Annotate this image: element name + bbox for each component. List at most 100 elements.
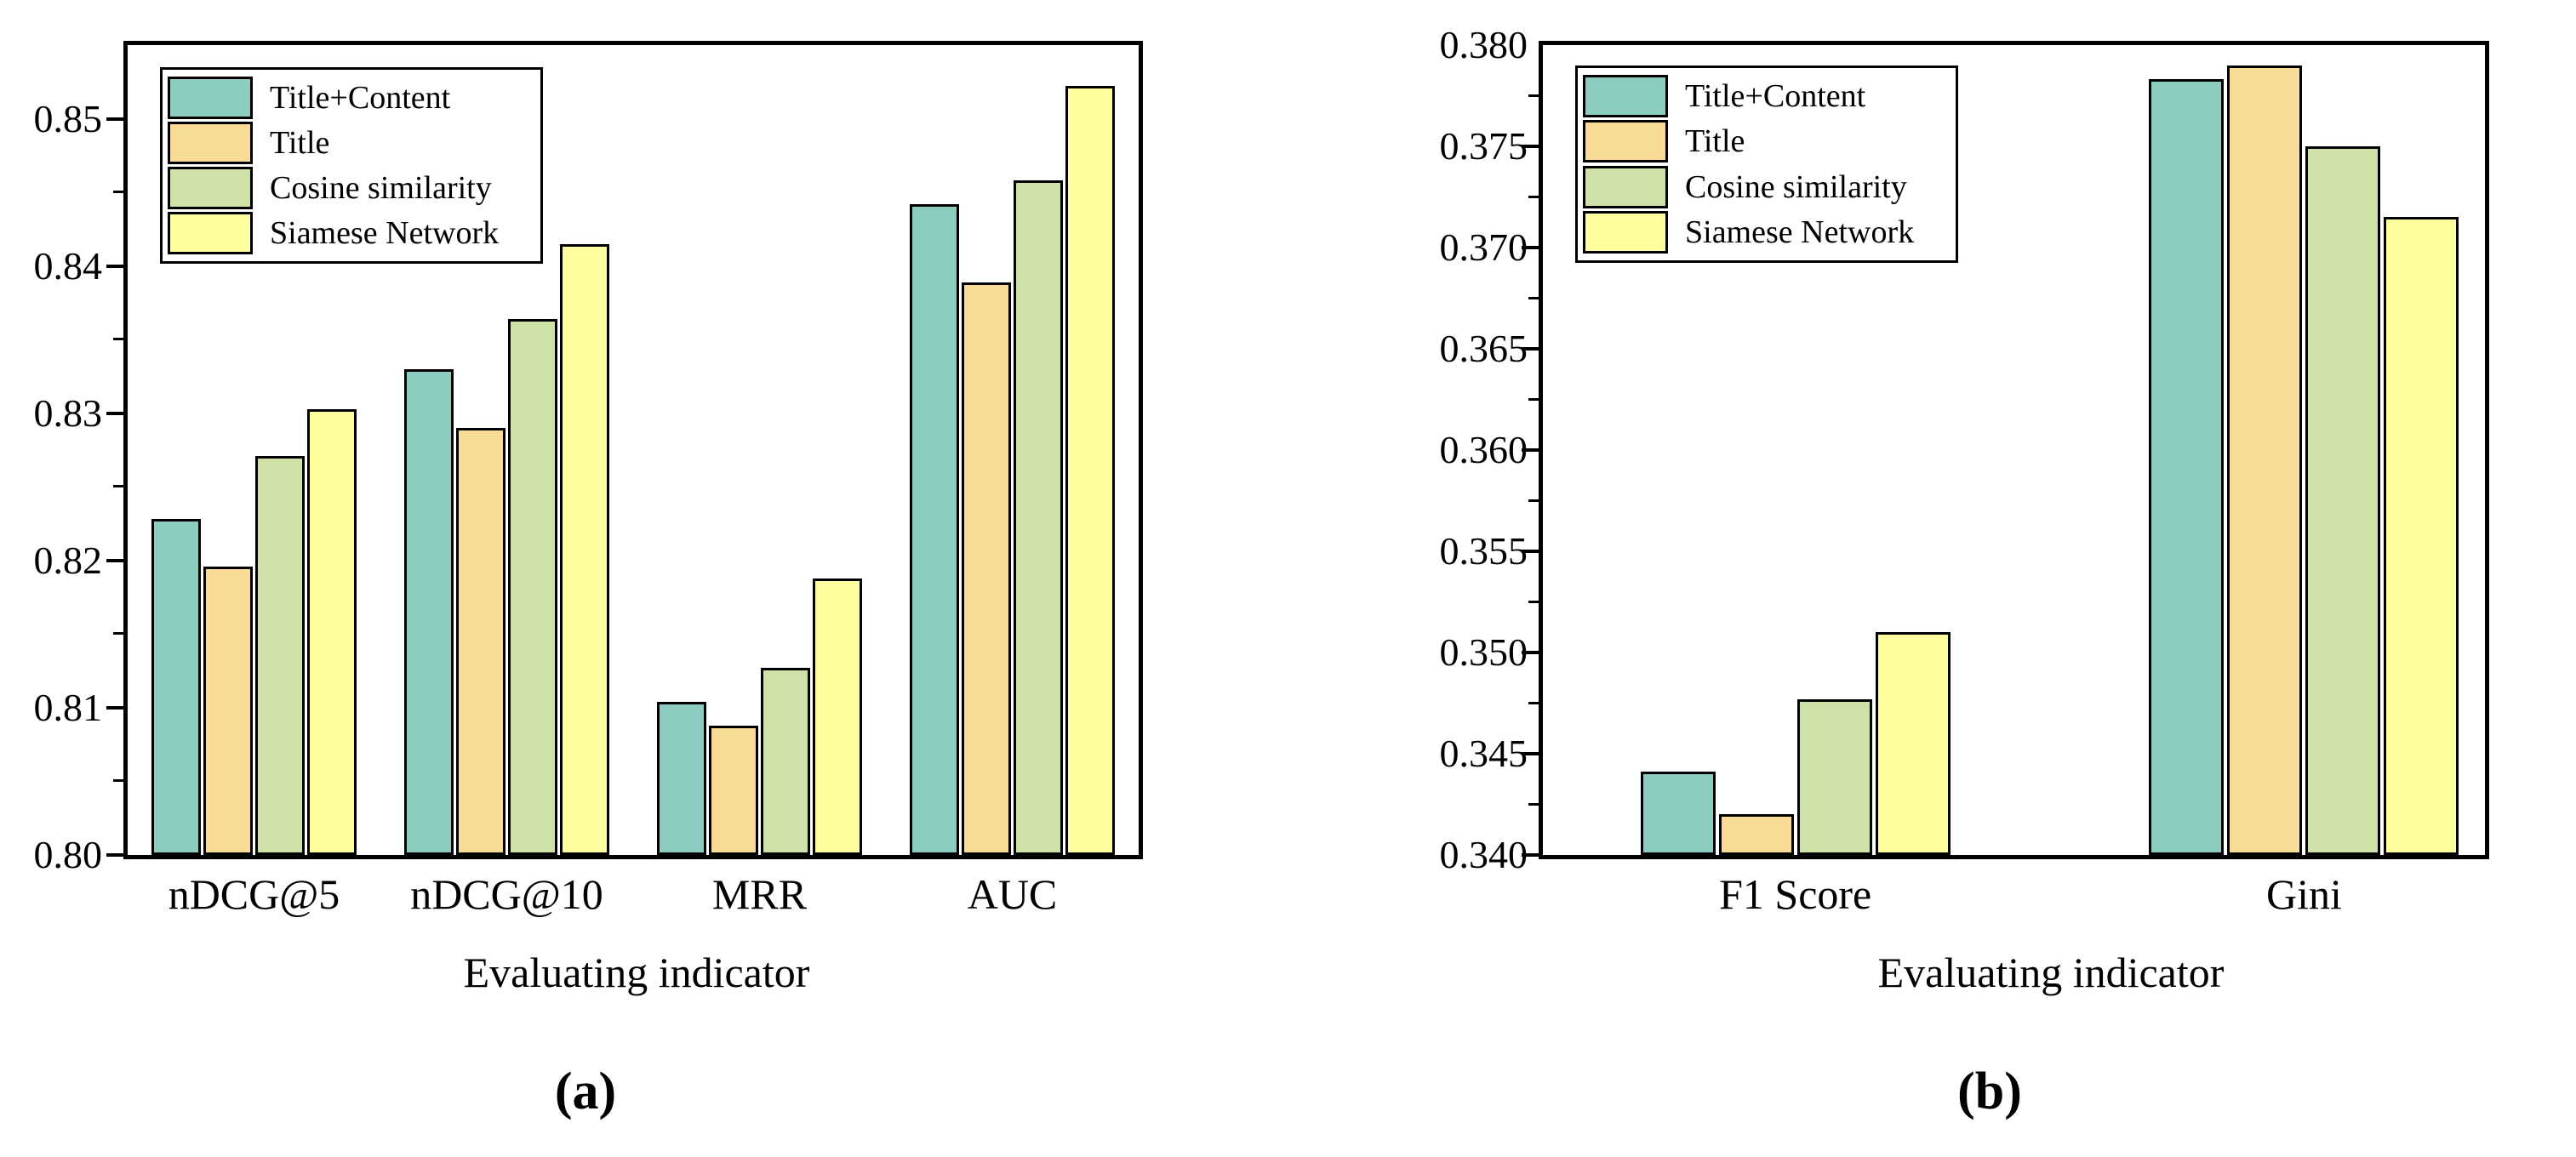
y-axis-minor-tick [1528, 195, 1539, 198]
y-tick-label: 0.83 [33, 390, 103, 435]
x-tick-label: nDCG@5 [168, 870, 340, 918]
legend-item: Cosine similarity [1583, 165, 1947, 208]
bar-title-content-mrr [657, 701, 706, 855]
y-axis-major-tick [1522, 853, 1539, 857]
y-axis-major-tick [106, 117, 124, 121]
y-axis-minor-tick [113, 779, 124, 783]
subfigure-caption-a: (a) [554, 1063, 617, 1120]
legend-item: Siamese Network [168, 212, 532, 254]
y-axis-minor-tick [1528, 701, 1539, 704]
legend-label: Title [270, 125, 330, 161]
x-axis-title: Evaluating indicator [1877, 949, 2225, 996]
legend-label: Title [1685, 123, 1745, 160]
legend-swatch-siamese-network [1583, 210, 1668, 254]
legend-item: Siamese Network [1583, 210, 1947, 254]
y-axis-minor-tick [113, 485, 124, 488]
bar-title-gini [2227, 65, 2303, 855]
x-tick-label: AUC [967, 870, 1058, 918]
subfigure-caption-b: (b) [1957, 1063, 2022, 1120]
y-tick-label: 0.370 [1439, 225, 1528, 269]
y-tick-label: 0.85 [33, 96, 103, 140]
legend-swatch-cosine-similarity [168, 167, 253, 209]
bar-siamese-network-ndcg-10 [560, 243, 609, 855]
legend-swatch-siamese-network [168, 212, 253, 254]
bar-siamese-network-mrr [813, 578, 862, 855]
x-tick-label: F1 Score [1719, 870, 1872, 918]
bar-cosine-similarity-ndcg-5 [255, 455, 305, 855]
bar-title-ndcg-5 [203, 566, 253, 855]
y-axis-major-tick [106, 264, 124, 268]
bar-title-mrr [709, 725, 758, 855]
y-tick-label: 0.365 [1439, 327, 1528, 370]
y-axis-minor-tick [1528, 499, 1539, 502]
y-axis-minor-tick [1528, 600, 1539, 603]
legend-swatch-title [168, 122, 253, 164]
legend-label: Cosine similarity [270, 170, 492, 206]
legend-label: Title+Content [270, 80, 451, 116]
y-axis-minor-tick [1528, 94, 1539, 97]
y-axis-minor-tick [1528, 296, 1539, 299]
bar-title-content-gini [2149, 79, 2225, 855]
y-axis-minor-tick [1528, 802, 1539, 806]
legend-label: Siamese Network [1685, 214, 1915, 250]
bar-siamese-network-f1-score [1875, 632, 1951, 855]
y-axis-major-tick [1522, 550, 1539, 553]
y-axis-major-tick [1522, 246, 1539, 249]
bar-cosine-similarity-gini [2305, 146, 2381, 855]
bar-title-content-f1-score [1640, 772, 1716, 855]
chart-a: 0.80 0.81 0.82 0.83 0.84 0.85 nDCG@5 nDCG@10 MRR… [0, 0, 1242, 1157]
y-tick-label: 0.80 [33, 833, 103, 876]
legend: Title+Content Title Cosine similarity Siame… [1575, 66, 1958, 263]
y-tick-label: 0.345 [1439, 732, 1528, 775]
bar-title-content-ndcg-5 [151, 519, 201, 855]
bar-title-auc [962, 282, 1011, 855]
legend-swatch-title [1583, 120, 1668, 163]
y-axis-major-tick [1522, 347, 1539, 351]
legend-item: Title [1583, 120, 1947, 163]
y-axis-minor-tick [113, 338, 124, 341]
x-tick-label: Gini [2266, 870, 2342, 918]
legend: Title+Content Title Cosine similarity Siame… [160, 67, 543, 264]
y-axis-major-tick [1522, 448, 1539, 452]
legend-label: Cosine similarity [1685, 168, 1907, 205]
x-tick-label: nDCG@10 [410, 870, 603, 918]
bar-siamese-network-auc [1065, 86, 1115, 855]
bar-cosine-similarity-ndcg-10 [508, 318, 557, 855]
y-axis-major-tick [106, 558, 124, 562]
y-axis-major-tick [1522, 651, 1539, 654]
y-axis-major-tick [1522, 752, 1539, 755]
y-tick-label: 0.340 [1439, 833, 1528, 876]
x-axis-title: Evaluating indicator [463, 949, 810, 996]
y-axis-minor-tick [113, 191, 124, 194]
y-tick-label: 0.350 [1439, 630, 1528, 674]
y-tick-label: 0.375 [1439, 124, 1528, 168]
bar-cosine-similarity-auc [1014, 180, 1063, 855]
y-axis-major-tick [1522, 145, 1539, 148]
y-axis-major-tick [106, 853, 124, 857]
y-tick-label: 0.380 [1439, 23, 1528, 66]
bar-siamese-network-gini [2384, 217, 2459, 855]
legend-swatch-cosine-similarity [1583, 165, 1668, 208]
legend-item: Title+Content [168, 77, 532, 119]
bar-title-f1-score [1718, 814, 1794, 855]
x-tick-label: MRR [711, 870, 808, 918]
bar-cosine-similarity-mrr [761, 668, 810, 855]
bar-title-ndcg-10 [456, 428, 505, 855]
bar-title-content-auc [910, 203, 959, 855]
legend-item: Title+Content [1583, 75, 1947, 117]
y-tick-label: 0.360 [1439, 428, 1528, 471]
bar-title-content-ndcg-10 [404, 368, 454, 855]
legend-item: Title [168, 122, 532, 164]
chart-b: 0.340 0.345 0.350 0.355 0.360 0.365 0.370 0.375… [1362, 0, 2576, 1157]
y-axis-major-tick [106, 705, 124, 710]
legend-item: Cosine similarity [168, 167, 532, 209]
legend-label: Title+Content [1685, 78, 1866, 114]
y-tick-label: 0.355 [1439, 529, 1528, 573]
legend-swatch-title-content [1583, 75, 1668, 117]
legend-swatch-title-content [168, 77, 253, 119]
y-axis-minor-tick [113, 632, 124, 635]
y-tick-label: 0.82 [33, 538, 103, 582]
bar-siamese-network-ndcg-5 [307, 408, 357, 855]
y-tick-label: 0.84 [33, 243, 103, 288]
